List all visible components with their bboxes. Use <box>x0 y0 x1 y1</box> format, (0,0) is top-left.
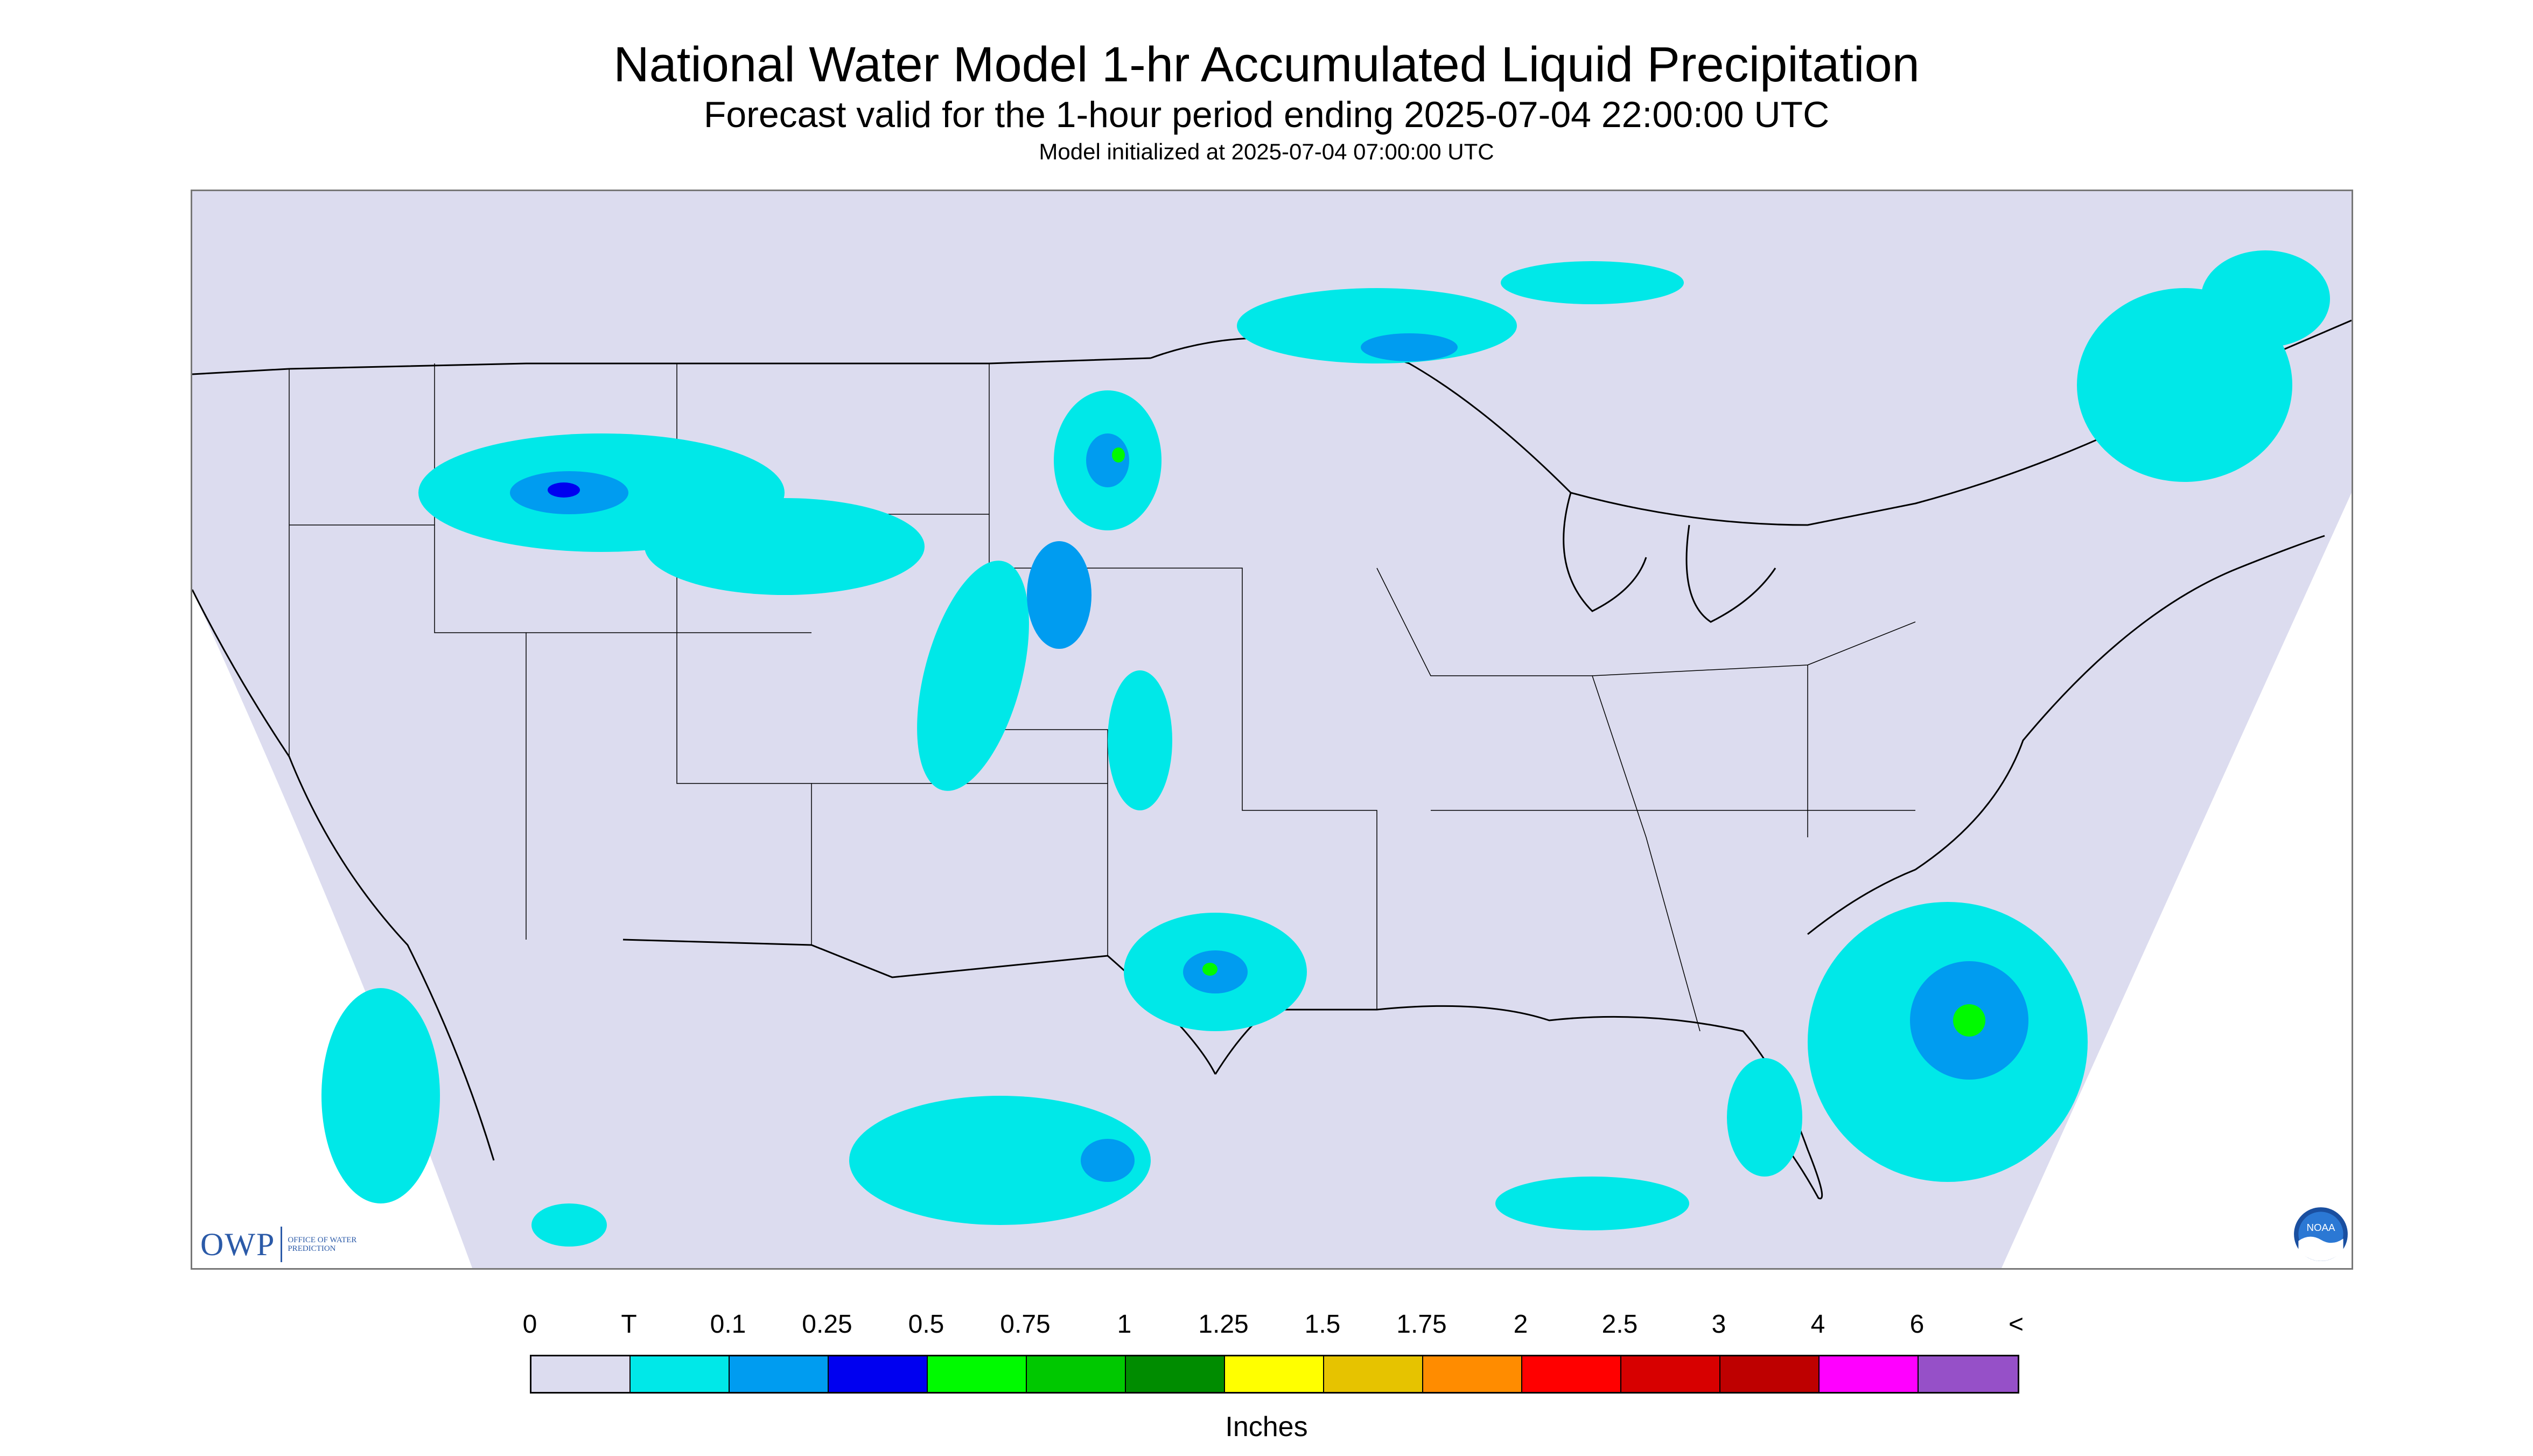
legend-colorbar <box>530 1355 2019 1394</box>
legend-tick-label: 1 <box>1117 1310 1132 1339</box>
outside-domain-east <box>2002 191 2352 1268</box>
legend-units: Inches <box>1225 1411 1308 1443</box>
pacific-coast <box>192 589 495 1161</box>
precip-plains <box>917 561 1029 791</box>
legend-swatch <box>1919 1356 2018 1392</box>
precipitation-map <box>191 190 2353 1270</box>
noaa-logo-text: NOAA <box>2306 1222 2335 1233</box>
legend-tick-label: 0.25 <box>802 1310 852 1339</box>
legend-tick-label: 1.5 <box>1304 1310 1341 1339</box>
model-init-line: Model initialized at 2025-07-04 07:00:00… <box>1039 139 1494 164</box>
precip-baja-offshore <box>321 988 440 1203</box>
legend-tick-label: 4 <box>1810 1310 1825 1339</box>
legend-swatch <box>829 1356 928 1392</box>
legend-swatch <box>1423 1356 1522 1392</box>
legend-swatch <box>1621 1356 1720 1392</box>
legend-tick-label: 1.25 <box>1198 1310 1249 1339</box>
coastlines-and-borders <box>192 319 2352 1200</box>
canada-us-border <box>192 357 1151 375</box>
forecast-valid-subtitle: Forecast valid for the 1-hour period end… <box>703 94 1830 135</box>
precipitation-fields <box>321 250 2330 1247</box>
atlantic-coast <box>1807 535 2325 935</box>
legend-tick-label: 1.75 <box>1396 1310 1447 1339</box>
legend-swatch <box>1126 1356 1225 1392</box>
map-canvas <box>192 191 2352 1268</box>
owp-logo-subtext: OFFICE OF WATER PREDICTION <box>288 1236 357 1253</box>
legend-swatch <box>1225 1356 1324 1392</box>
legend-tick-label: 6 <box>1909 1310 1925 1339</box>
legend-swatch <box>1324 1356 1423 1392</box>
legend-tick-label: 0.5 <box>908 1310 944 1339</box>
legend-tick-label: 3 <box>1711 1310 1726 1339</box>
legend-tick-label: T <box>621 1310 637 1339</box>
precip-mexico <box>849 1096 1151 1225</box>
owp-logo-text: OWP <box>200 1226 276 1262</box>
legend-tick-label: 2 <box>1513 1310 1528 1339</box>
legend-swatch <box>928 1356 1027 1392</box>
map-title: National Water Model 1-hr Accumulated Li… <box>613 37 1920 92</box>
legend-swatch <box>531 1356 631 1392</box>
legend-tick-label: 2.5 <box>1601 1310 1638 1339</box>
legend-swatch <box>1522 1356 1621 1392</box>
legend-swatch <box>1820 1356 1919 1392</box>
legend-swatch <box>1720 1356 1820 1392</box>
legend-tick-label: 0.1 <box>710 1310 746 1339</box>
noaa-logo: NOAA <box>2294 1207 2348 1261</box>
owp-logo-divider <box>281 1227 283 1262</box>
gulf-coast-florida <box>1214 1005 1823 1200</box>
legend-tick-label: 0.75 <box>1000 1310 1051 1339</box>
outside-domain-west <box>192 191 472 1268</box>
legend-swatch <box>1027 1356 1126 1392</box>
legend-tick-label: 0 <box>522 1310 537 1339</box>
legend-tick-label: < <box>2008 1310 2024 1339</box>
lake-michigan-huron <box>1563 492 1776 623</box>
legend-swatch <box>730 1356 829 1392</box>
legend-swatch <box>631 1356 730 1392</box>
owp-logo: OWP OFFICE OF WATER PREDICTION <box>200 1226 368 1263</box>
